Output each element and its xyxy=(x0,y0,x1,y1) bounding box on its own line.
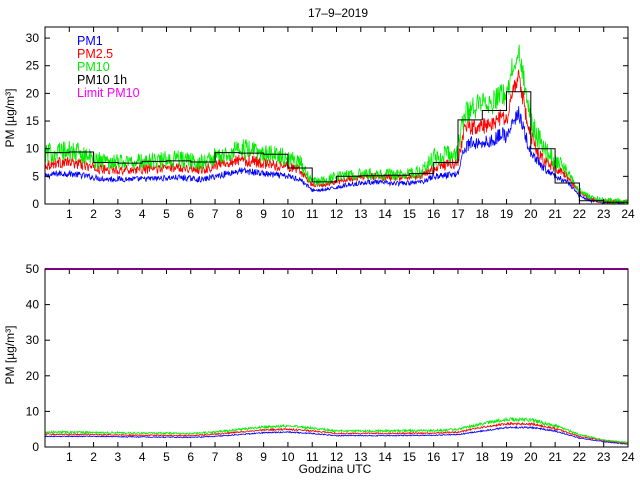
top-x-tick-label: 5 xyxy=(163,207,170,221)
bottom-series-group xyxy=(44,268,629,445)
bottom-x-tick-label: 19 xyxy=(500,450,514,464)
top-x-tick-label: 11 xyxy=(306,207,319,221)
top-x-tick-label: 22 xyxy=(573,207,587,221)
legend: PM1 PM2.5 PM10 PM10 1h Limit PM10 xyxy=(77,34,140,100)
bottom-x-tick-label: 13 xyxy=(354,450,368,464)
top-x-tick-label: 7 xyxy=(212,207,219,221)
bottom-x-tick-label: 15 xyxy=(403,450,417,464)
top-x-tick-label: 4 xyxy=(139,207,146,221)
bottom-x-tick-label: 22 xyxy=(573,450,587,464)
bottom-y-tick-label: 0 xyxy=(32,440,39,454)
bottom-x-tick-label: 2 xyxy=(90,450,97,464)
top-x-tick-label: 17 xyxy=(451,207,465,221)
bottom-x-tick-label: 8 xyxy=(236,450,243,464)
legend-limit-pm10: Limit PM10 xyxy=(77,86,140,100)
top-y-tick-label: 20 xyxy=(26,86,40,100)
top-x-tick-label: 20 xyxy=(524,207,538,221)
legend-pm1: PM1 xyxy=(77,34,103,48)
bottom-x-tick-label: 10 xyxy=(281,450,295,464)
bottom-y-tick-label: 40 xyxy=(26,298,40,312)
top-panel: 1 2 3 4 5 6 7 8 9 10 11 12 13 14 15 16 17 18 19 20 21 22 23 240… xyxy=(3,26,635,221)
bottom-series-pm10 xyxy=(44,416,629,444)
top-x-tick-label: 13 xyxy=(354,207,368,221)
top-x-tick-label: 8 xyxy=(236,207,243,221)
bottom-y-tick-label: 20 xyxy=(26,369,40,383)
chart-title: 17–9–2019 xyxy=(308,6,368,20)
bottom-x-tick-label: 16 xyxy=(427,450,441,464)
top-x-tick-label: 18 xyxy=(476,207,490,221)
bottom-x-tick-label: 1 xyxy=(66,450,73,464)
top-axes: 1 2 3 4 5 6 7 8 9 10 11 12 13 14 15 16 17 18 19 20 21 22 23 240… xyxy=(26,26,635,221)
bottom-x-tick-label: 12 xyxy=(330,450,344,464)
top-y-tick-label: 0 xyxy=(32,197,39,211)
top-y-tick-label: 15 xyxy=(26,114,40,128)
x-axis-label: Godzina UTC xyxy=(299,462,372,476)
bottom-series-pm2-5 xyxy=(44,421,629,445)
legend-pm10-1h: PM10 1h xyxy=(77,73,127,87)
top-x-tick-label: 9 xyxy=(260,207,267,221)
top-x-tick-label: 24 xyxy=(621,207,635,221)
legend-pm25: PM2.5 xyxy=(77,47,113,61)
bottom-axes: 1 2 3 4 5 6 7 8 9 10 11 12 13 14 15 16 17 18 19 20 21 22 23 240… xyxy=(26,262,635,464)
top-y-tick-label: 10 xyxy=(26,142,40,156)
top-x-tick-label: 15 xyxy=(403,207,417,221)
bottom-x-tick-label: 6 xyxy=(187,450,194,464)
bottom-x-tick-label: 7 xyxy=(212,450,219,464)
top-y-tick-label: 30 xyxy=(26,31,40,45)
bottom-x-tick-label: 14 xyxy=(378,450,392,464)
top-y-axis-label: PM [µg/m³] xyxy=(3,89,17,148)
bottom-y-tick-label: 30 xyxy=(26,333,40,347)
bottom-y-axis-label: PM [µg/m³] xyxy=(3,326,17,385)
bottom-x-tick-label: 18 xyxy=(476,450,490,464)
bottom-x-tick-label: 17 xyxy=(451,450,465,464)
top-x-tick-label: 6 xyxy=(187,207,194,221)
bottom-x-tick-label: 5 xyxy=(163,450,170,464)
top-x-tick-label: 2 xyxy=(90,207,97,221)
bottom-x-tick-label: 11 xyxy=(306,450,319,464)
top-x-tick-label: 19 xyxy=(500,207,514,221)
legend-pm10: PM10 xyxy=(77,60,110,74)
bottom-x-tick-label: 23 xyxy=(597,450,611,464)
top-y-tick-label: 5 xyxy=(32,169,39,183)
top-series-pm10-1h xyxy=(45,91,628,203)
top-series-pm1 xyxy=(44,106,629,205)
top-x-tick-label: 3 xyxy=(115,207,122,221)
bottom-axes-frame xyxy=(44,268,629,448)
top-y-tick-label: 25 xyxy=(26,59,40,73)
bottom-series-pm1 xyxy=(44,425,629,445)
bottom-x-tick-label: 21 xyxy=(548,450,562,464)
bottom-y-tick-label: 10 xyxy=(26,404,40,418)
top-x-tick-label: 23 xyxy=(597,207,611,221)
top-x-tick-label: 14 xyxy=(378,207,392,221)
top-x-tick-label: 16 xyxy=(427,207,441,221)
bottom-x-tick-label: 20 xyxy=(524,450,538,464)
bottom-y-tick-label: 50 xyxy=(26,262,40,276)
bottom-x-tick-label: 24 xyxy=(621,450,635,464)
bottom-x-tick-label: 9 xyxy=(260,450,267,464)
top-series-group xyxy=(44,44,629,206)
top-x-tick-label: 1 xyxy=(66,207,73,221)
bottom-panel: 1 2 3 4 5 6 7 8 9 10 11 12 13 14 15 16 17 18 19 20 21 22 23 240… xyxy=(3,262,635,476)
bottom-x-tick-label: 4 xyxy=(139,450,146,464)
top-x-tick-label: 10 xyxy=(281,207,295,221)
top-x-tick-label: 12 xyxy=(330,207,344,221)
top-x-tick-label: 21 xyxy=(548,207,562,221)
bottom-x-tick-label: 3 xyxy=(115,450,122,464)
